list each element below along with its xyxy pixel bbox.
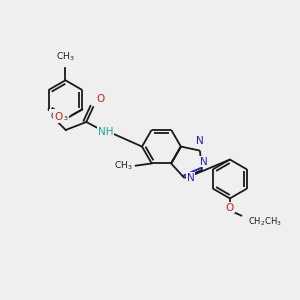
Text: CH$_2$CH$_3$: CH$_2$CH$_3$ [248,216,282,228]
Text: NH: NH [98,127,113,137]
Text: N: N [200,157,208,166]
Text: O: O [226,202,234,213]
Text: N: N [187,173,195,183]
Text: O: O [54,112,62,122]
Text: O: O [96,94,104,104]
Text: CH$_3$: CH$_3$ [50,110,68,122]
Text: N: N [196,136,204,146]
Text: CH$_3$: CH$_3$ [56,51,75,63]
Text: CH$_3$: CH$_3$ [114,159,133,172]
